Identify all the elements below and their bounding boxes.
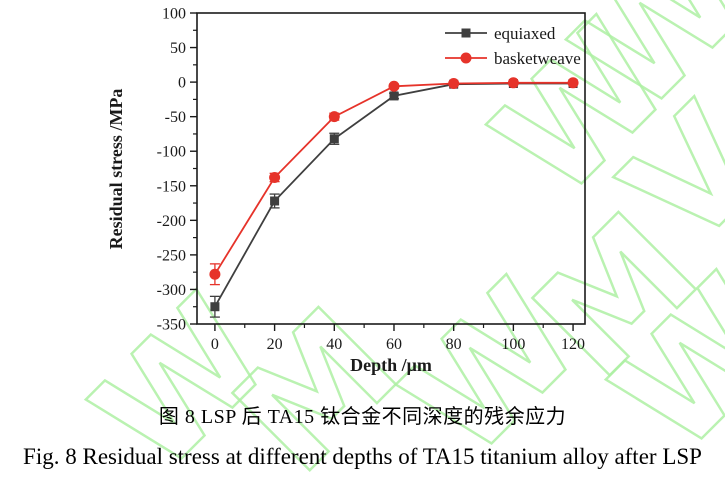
- series-line-equiaxed: [214, 82, 574, 308]
- x-tick-label: 0: [211, 336, 219, 353]
- legend-item-basketweave: basketweave: [445, 49, 581, 68]
- legend-label-equiaxed: equiaxed: [494, 24, 556, 43]
- y-axis-label: Residual stress /MPa: [106, 89, 126, 250]
- data-point-equiaxed: [329, 134, 339, 144]
- plot-frame: [196, 12, 586, 325]
- y-tick-label: -250: [157, 247, 186, 264]
- data-point-equiaxed: [270, 196, 280, 206]
- data-point-basketweave: [328, 111, 340, 123]
- data-point-basketweave: [269, 171, 281, 183]
- x-tick-label: 80: [446, 336, 462, 353]
- y-tick-label: -150: [157, 178, 186, 195]
- series-equiaxed: [209, 78, 578, 318]
- data-point-basketweave: [209, 268, 221, 280]
- legend-marker-square-icon: [461, 28, 471, 38]
- x-tick-label: 60: [386, 336, 402, 353]
- residual-stress-chart: 100 50 0 -50 -100 -150 -200 -250 -300 -350 0 20 40 60…: [106, 6, 586, 375]
- y-tick-label: 0: [178, 75, 186, 92]
- x-axis-label: Depth /μm: [350, 355, 432, 375]
- caption-english: Fig. 8 Residual stress at different dept…: [23, 444, 702, 469]
- y-tick-label: -100: [157, 144, 186, 161]
- y-tick-label: 50: [170, 40, 186, 57]
- x-tick-label: 40: [326, 336, 342, 353]
- legend-item-equiaxed: equiaxed: [445, 24, 556, 43]
- y-tick-label: 100: [162, 6, 186, 23]
- y-tick-label: -350: [157, 317, 186, 334]
- x-tick-label: 120: [561, 336, 585, 353]
- data-point-equiaxed: [389, 91, 399, 101]
- data-series: [209, 77, 579, 318]
- caption-chinese: 图 8 LSP 后 TA15 钛合金不同深度的残余应力: [158, 406, 567, 428]
- legend-label-basketweave: basketweave: [494, 49, 581, 68]
- axis-ticks: 100 50 0 -50 -100 -150 -200 -250 -300 -350 0 20 40 60…: [157, 6, 585, 354]
- data-point-basketweave: [507, 77, 519, 89]
- y-tick-label: -200: [157, 213, 186, 230]
- series-line-basketweave: [214, 81, 574, 275]
- legend-marker-circle-icon: [460, 52, 472, 64]
- data-point-basketweave: [448, 77, 460, 89]
- x-tick-label: 100: [501, 336, 525, 353]
- y-tick-label: -50: [165, 109, 186, 126]
- data-point-basketweave: [567, 77, 579, 89]
- series-basketweave: [209, 77, 579, 286]
- data-point-basketweave: [388, 80, 400, 92]
- y-tick-label: -300: [157, 282, 186, 299]
- data-point-equiaxed: [210, 302, 220, 312]
- x-tick-label: 20: [267, 336, 283, 353]
- legend: equiaxed basketweave: [445, 24, 581, 68]
